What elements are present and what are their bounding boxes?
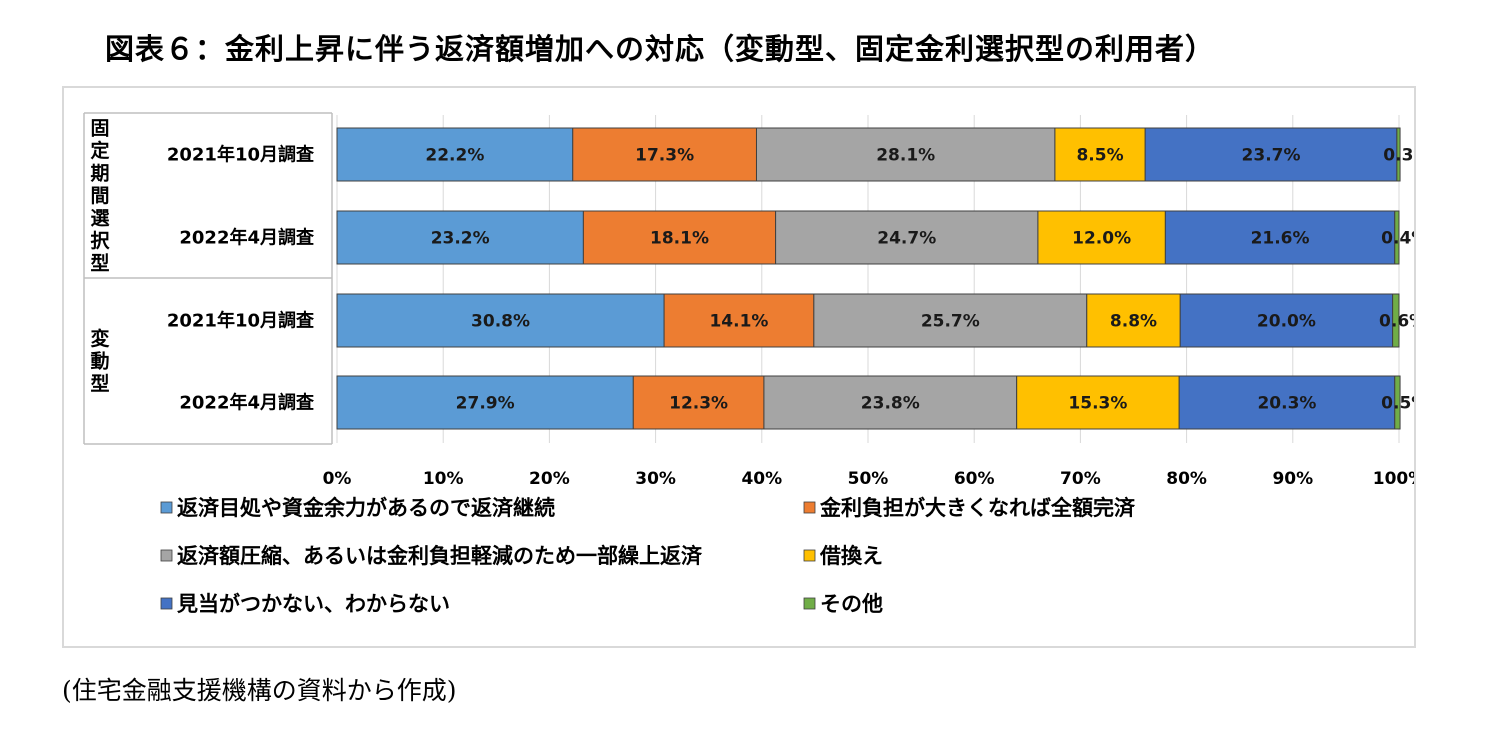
stacked-bar-chart: 0% 10% 20% 30% 40% 50% 60% 70% 80% 90% 100% 固定期間選択型… [83, 112, 1414, 616]
data-label: 0.3% [1383, 146, 1414, 166]
bar-segment [775, 210, 1039, 265]
bar-segment [336, 375, 634, 430]
data-label: 0.4% [1381, 229, 1414, 249]
x-tick-label: 70% [1060, 469, 1101, 489]
x-tick-label: 40% [741, 469, 782, 489]
group-label: 変動型 [90, 327, 109, 395]
bar-segment [663, 293, 815, 348]
data-label: 30.8% [471, 312, 530, 332]
legend-label: 見当がつかない、わからない [177, 592, 450, 616]
x-tick-label: 90% [1272, 469, 1313, 489]
data-label: 8.5% [1076, 146, 1123, 166]
data-label: 22.2% [425, 146, 484, 166]
category-label: 2021年10月調査 [167, 310, 314, 332]
x-tick-label: 100% [1373, 469, 1414, 489]
bar-segment [1054, 127, 1146, 182]
chart-title: 図表６：金利上昇に伴う返済額増加への対応（変動型、固定金利選択型の利用者） [105, 32, 1216, 66]
x-tick-label: 10% [423, 469, 464, 489]
x-tick-label: 60% [954, 469, 995, 489]
source-note: (住宅金融支援機構の資料から作成) [62, 676, 457, 705]
legend-label: 返済目処や資金余力があるので返済継続 [177, 496, 555, 520]
bar-segment [582, 210, 777, 265]
data-label: 12.3% [669, 394, 728, 414]
legend-label: 借換え [819, 544, 883, 568]
data-label: 24.7% [877, 229, 936, 249]
data-label: 0.6% [1379, 312, 1414, 332]
bar-segment [1016, 375, 1180, 430]
bar-segment [1396, 127, 1401, 182]
data-label: 27.9% [456, 394, 515, 414]
chart-frame: 0% 10% 20% 30% 40% 50% 60% 70% 80% 90% 100% 固定期間選択型… [62, 86, 1416, 648]
legend-swatch [803, 549, 816, 562]
bar-segment [763, 375, 1018, 430]
data-label: 12.0% [1072, 229, 1131, 249]
x-tick-label: 80% [1166, 469, 1207, 489]
bar-segment [336, 293, 665, 348]
data-label: 8.8% [1110, 312, 1157, 332]
data-label: 25.7% [921, 312, 980, 332]
legend-label: 返済額圧縮、あるいは金利負担軽減のため一部繰上返済 [177, 544, 703, 568]
bar-segment [813, 293, 1088, 348]
legend-label: 金利負担が大きくなれば全額完済 [819, 496, 1136, 520]
bar-segment [1392, 293, 1400, 348]
bar-segment [336, 127, 574, 182]
bar-segment [1144, 127, 1398, 182]
legend-swatch [160, 501, 173, 514]
x-tick-label: 20% [529, 469, 570, 489]
group-label: 固定期間選択型 [90, 117, 110, 274]
bar-segment [1037, 210, 1166, 265]
legend-swatch [160, 597, 173, 610]
category-label: 2022年4月調査 [179, 392, 314, 414]
x-tick-label: 50% [848, 469, 889, 489]
data-label: 15.3% [1068, 394, 1127, 414]
bar-segment [1086, 293, 1181, 348]
data-label: 14.1% [709, 312, 768, 332]
category-label: 2022年4月調査 [179, 227, 314, 249]
bar-segment [1394, 375, 1401, 430]
bar-segment [1178, 375, 1396, 430]
bar-segment [572, 127, 757, 182]
x-tick-label: 30% [635, 469, 676, 489]
legend-label: その他 [820, 592, 883, 616]
data-label: 23.8% [861, 394, 920, 414]
legend-swatch [160, 549, 173, 562]
legend-swatch [803, 501, 816, 514]
data-label: 18.1% [650, 229, 709, 249]
legend-swatch [803, 597, 816, 610]
data-label: 17.3% [635, 146, 694, 166]
data-label: 23.7% [1242, 146, 1301, 166]
bar-segment [336, 210, 584, 265]
bar-segment [755, 127, 1056, 182]
data-label: 0.5% [1381, 394, 1414, 414]
data-label: 20.0% [1257, 312, 1316, 332]
bar-segment [1394, 210, 1400, 265]
x-tick-label: 0% [323, 469, 352, 489]
data-label: 21.6% [1251, 229, 1310, 249]
data-label: 28.1% [876, 146, 935, 166]
data-label: 23.2% [431, 229, 490, 249]
bar-segment [632, 375, 765, 430]
data-label: 20.3% [1257, 394, 1316, 414]
category-label: 2021年10月調査 [167, 144, 314, 166]
